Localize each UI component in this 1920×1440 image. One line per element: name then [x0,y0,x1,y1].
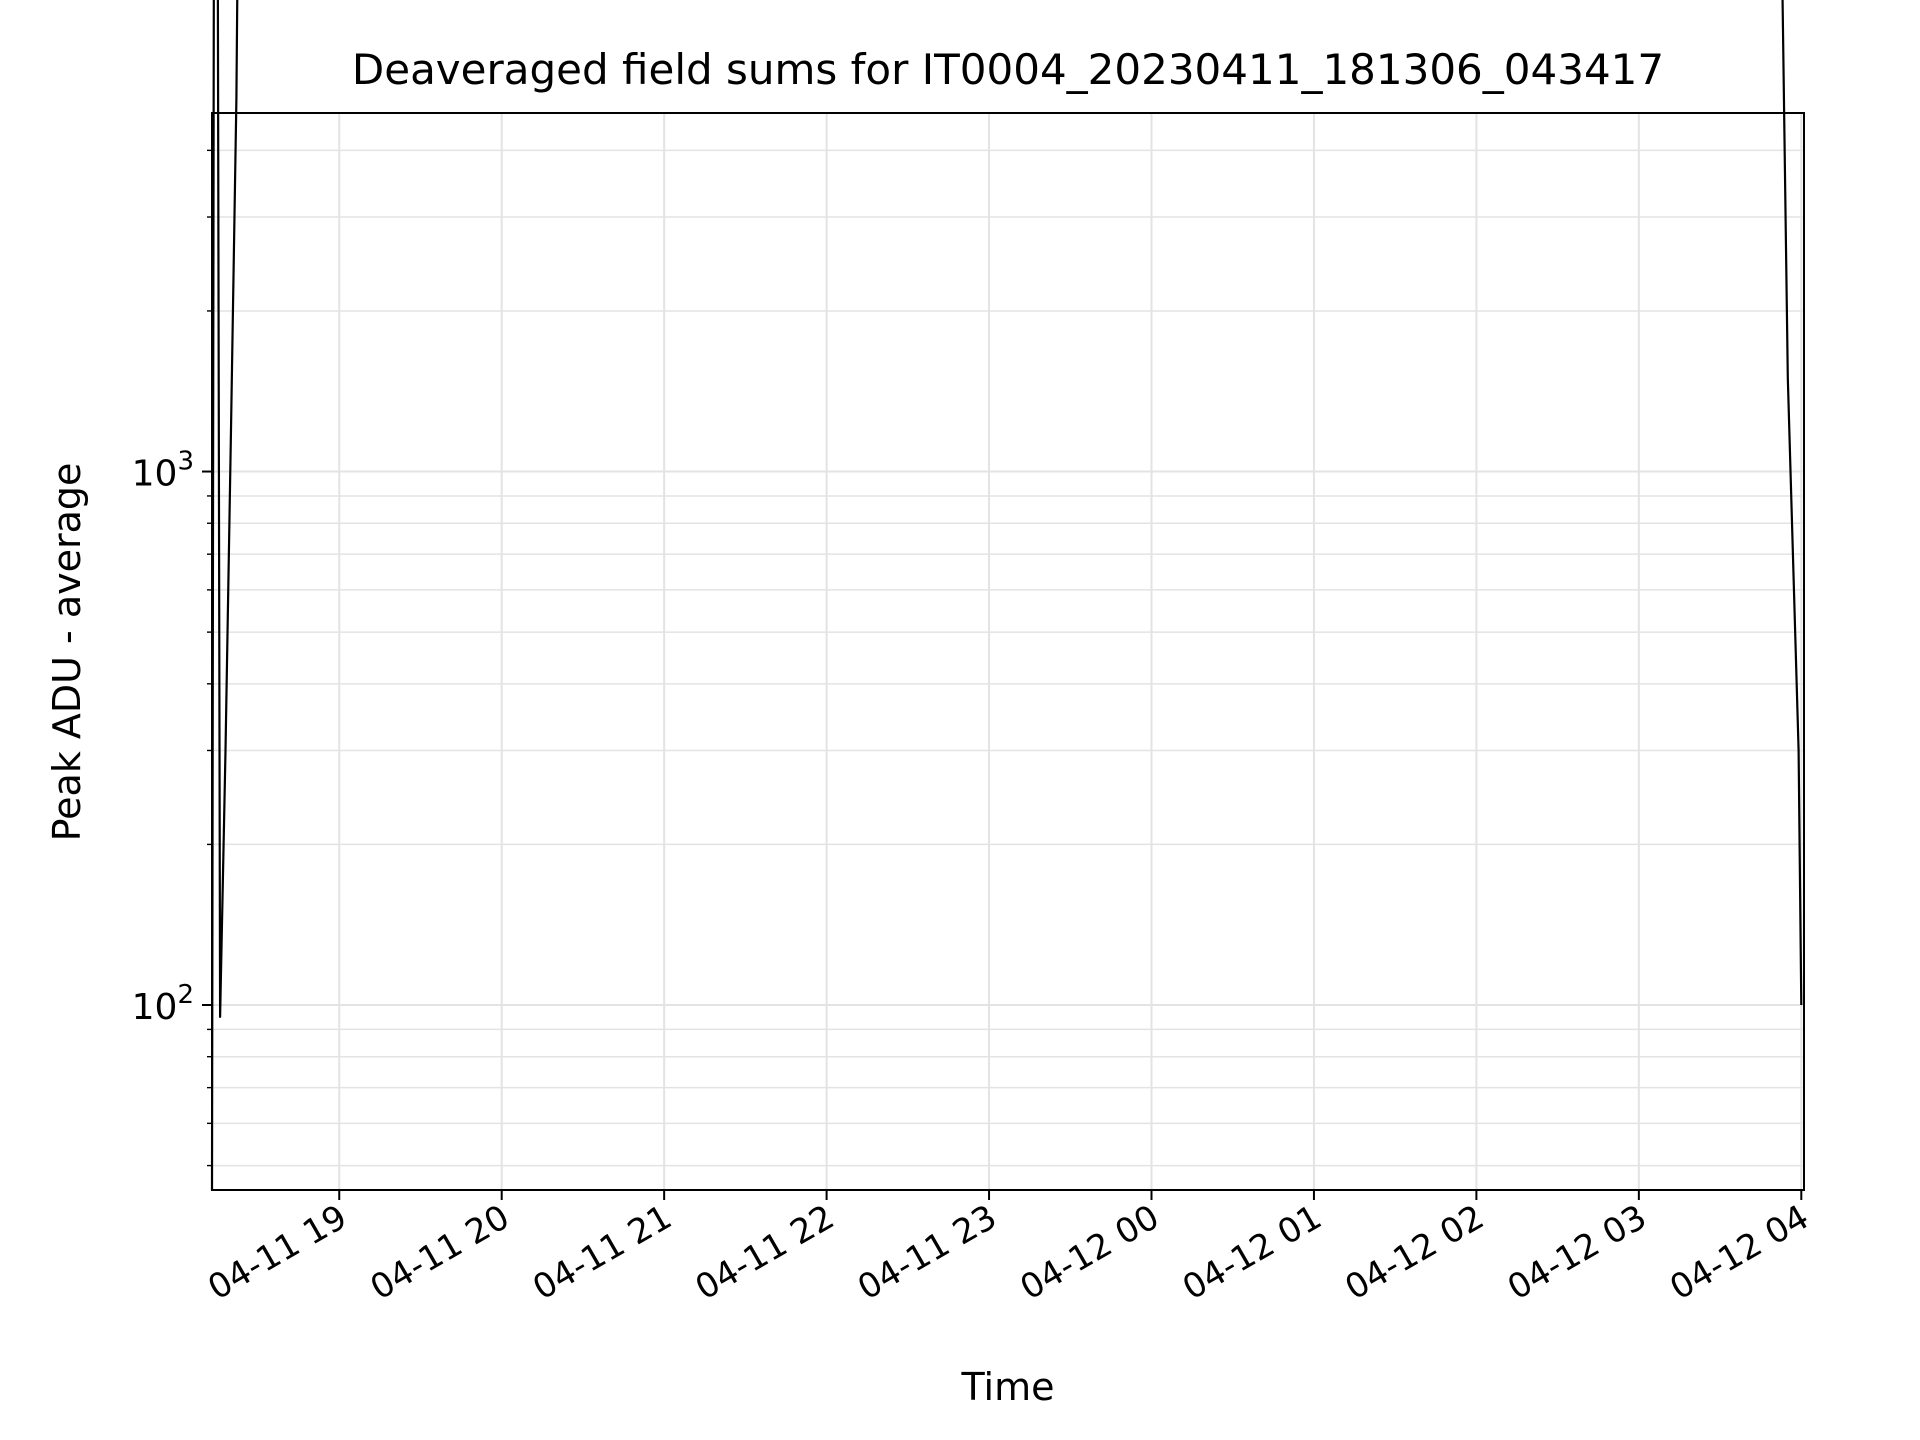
y-tick-label: 103 [132,447,194,495]
data-layer [210,0,1803,1191]
x-axis-label: Time [961,1365,1055,1409]
y-tick-base: 10 [132,987,178,1028]
y-tick-exponent: 2 [177,980,194,1010]
y-tick-base: 10 [132,454,178,495]
y-axis-label: Peak ADU - average [45,463,89,842]
series-line [210,0,1803,1191]
grid-layer [212,113,1804,1190]
y-tick-exponent: 3 [177,447,194,477]
y-tick-label: 102 [132,980,194,1028]
chart-title: Deaveraged field sums for IT0004_2023041… [352,45,1664,94]
plot-frame [211,112,1805,1191]
